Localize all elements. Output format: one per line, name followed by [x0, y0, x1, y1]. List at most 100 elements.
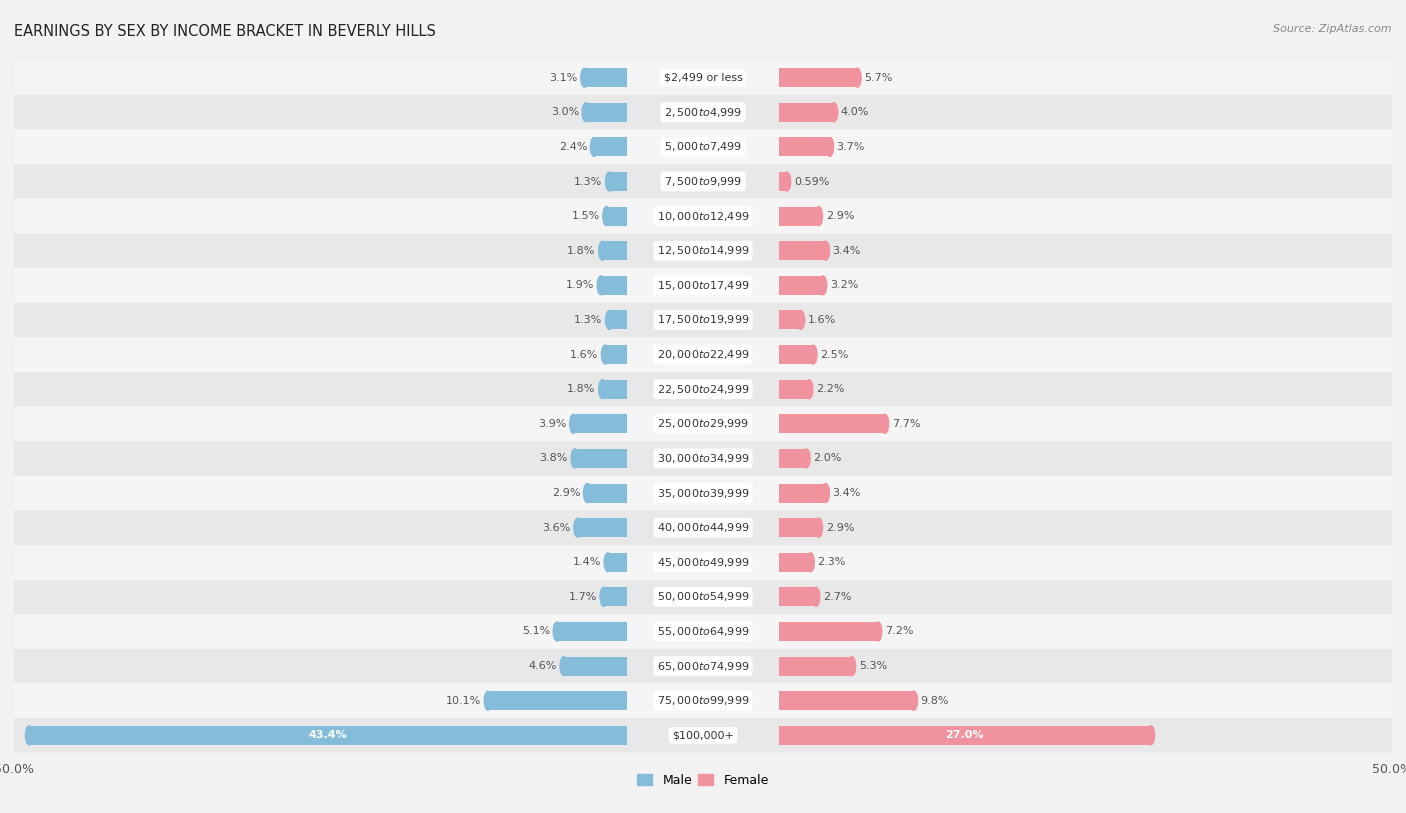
Circle shape: [605, 553, 612, 572]
Circle shape: [581, 68, 588, 87]
Bar: [588, 484, 627, 502]
Text: $35,000 to $39,999: $35,000 to $39,999: [657, 486, 749, 499]
Bar: [557, 622, 627, 641]
Text: 3.8%: 3.8%: [540, 454, 568, 463]
Text: 2.9%: 2.9%: [825, 211, 853, 221]
Bar: [779, 241, 825, 260]
Circle shape: [815, 518, 823, 537]
FancyBboxPatch shape: [14, 268, 1392, 302]
Circle shape: [783, 172, 790, 191]
Circle shape: [803, 449, 810, 468]
Text: $20,000 to $22,499: $20,000 to $22,499: [657, 348, 749, 361]
Circle shape: [807, 553, 814, 572]
Text: $30,000 to $34,999: $30,000 to $34,999: [657, 452, 749, 465]
FancyBboxPatch shape: [14, 372, 1392, 406]
Bar: [779, 345, 813, 364]
Text: $100,000+: $100,000+: [672, 730, 734, 741]
Bar: [779, 137, 830, 156]
Bar: [779, 518, 818, 537]
Text: $22,500 to $24,999: $22,500 to $24,999: [657, 383, 749, 396]
FancyBboxPatch shape: [14, 718, 1392, 753]
FancyBboxPatch shape: [14, 129, 1392, 164]
Bar: [600, 276, 627, 295]
Bar: [779, 415, 884, 433]
Text: $17,500 to $19,999: $17,500 to $19,999: [657, 314, 749, 327]
Circle shape: [815, 207, 823, 226]
Circle shape: [810, 345, 817, 364]
Text: $15,000 to $17,499: $15,000 to $17,499: [657, 279, 749, 292]
Bar: [578, 518, 627, 537]
Circle shape: [591, 137, 598, 156]
Bar: [606, 207, 627, 226]
FancyBboxPatch shape: [14, 95, 1392, 129]
Circle shape: [599, 241, 606, 260]
Text: 10.1%: 10.1%: [446, 696, 481, 706]
Circle shape: [848, 657, 856, 676]
Circle shape: [484, 691, 492, 711]
Bar: [575, 449, 627, 468]
Text: 1.3%: 1.3%: [574, 176, 602, 186]
Text: Source: ZipAtlas.com: Source: ZipAtlas.com: [1274, 24, 1392, 34]
Bar: [779, 691, 914, 711]
Text: 1.8%: 1.8%: [567, 385, 596, 394]
Text: $50,000 to $54,999: $50,000 to $54,999: [657, 590, 749, 603]
Text: 3.2%: 3.2%: [830, 280, 858, 290]
Circle shape: [602, 345, 609, 364]
FancyBboxPatch shape: [14, 511, 1392, 545]
FancyBboxPatch shape: [14, 649, 1392, 684]
Text: 2.9%: 2.9%: [553, 488, 581, 498]
Circle shape: [600, 587, 607, 606]
Circle shape: [598, 276, 605, 295]
Circle shape: [599, 380, 606, 398]
Text: 1.3%: 1.3%: [574, 315, 602, 325]
Circle shape: [603, 207, 610, 226]
Text: 0.59%: 0.59%: [794, 176, 830, 186]
Circle shape: [560, 657, 568, 676]
Text: 2.7%: 2.7%: [823, 592, 852, 602]
Text: 4.0%: 4.0%: [841, 107, 869, 117]
Bar: [779, 657, 852, 676]
Circle shape: [582, 102, 589, 122]
FancyBboxPatch shape: [14, 337, 1392, 372]
Text: 1.6%: 1.6%: [569, 350, 599, 359]
Circle shape: [882, 415, 889, 433]
Bar: [602, 380, 627, 398]
FancyBboxPatch shape: [14, 60, 1392, 95]
Text: $5,000 to $7,499: $5,000 to $7,499: [664, 141, 742, 154]
Text: 4.6%: 4.6%: [529, 661, 557, 671]
FancyBboxPatch shape: [14, 164, 1392, 199]
FancyBboxPatch shape: [14, 199, 1392, 233]
FancyBboxPatch shape: [14, 441, 1392, 476]
Text: 7.7%: 7.7%: [891, 419, 921, 428]
Bar: [609, 172, 627, 191]
FancyBboxPatch shape: [14, 684, 1392, 718]
Bar: [779, 207, 818, 226]
FancyBboxPatch shape: [14, 406, 1392, 441]
Text: $7,500 to $9,999: $7,500 to $9,999: [664, 175, 742, 188]
Text: 1.8%: 1.8%: [567, 246, 596, 256]
Circle shape: [830, 102, 838, 122]
Text: 3.6%: 3.6%: [543, 523, 571, 533]
Text: $40,000 to $44,999: $40,000 to $44,999: [657, 521, 749, 534]
Text: $25,000 to $29,999: $25,000 to $29,999: [657, 417, 749, 430]
Circle shape: [574, 518, 582, 537]
Circle shape: [553, 622, 561, 641]
Text: $75,000 to $99,999: $75,000 to $99,999: [657, 694, 749, 707]
Text: EARNINGS BY SEX BY INCOME BRACKET IN BEVERLY HILLS: EARNINGS BY SEX BY INCOME BRACKET IN BEV…: [14, 24, 436, 39]
Text: 2.5%: 2.5%: [820, 350, 848, 359]
Bar: [779, 311, 801, 329]
Text: 3.4%: 3.4%: [832, 246, 860, 256]
Legend: Male, Female: Male, Female: [633, 769, 773, 792]
Bar: [779, 449, 807, 468]
Bar: [602, 241, 627, 260]
Circle shape: [910, 691, 918, 711]
Text: 3.9%: 3.9%: [538, 419, 567, 428]
Text: 2.2%: 2.2%: [815, 385, 845, 394]
Text: 2.0%: 2.0%: [813, 454, 842, 463]
Bar: [779, 172, 787, 191]
Circle shape: [813, 587, 820, 606]
Text: 3.0%: 3.0%: [551, 107, 579, 117]
Text: 9.8%: 9.8%: [921, 696, 949, 706]
Bar: [779, 622, 877, 641]
Bar: [605, 345, 627, 364]
